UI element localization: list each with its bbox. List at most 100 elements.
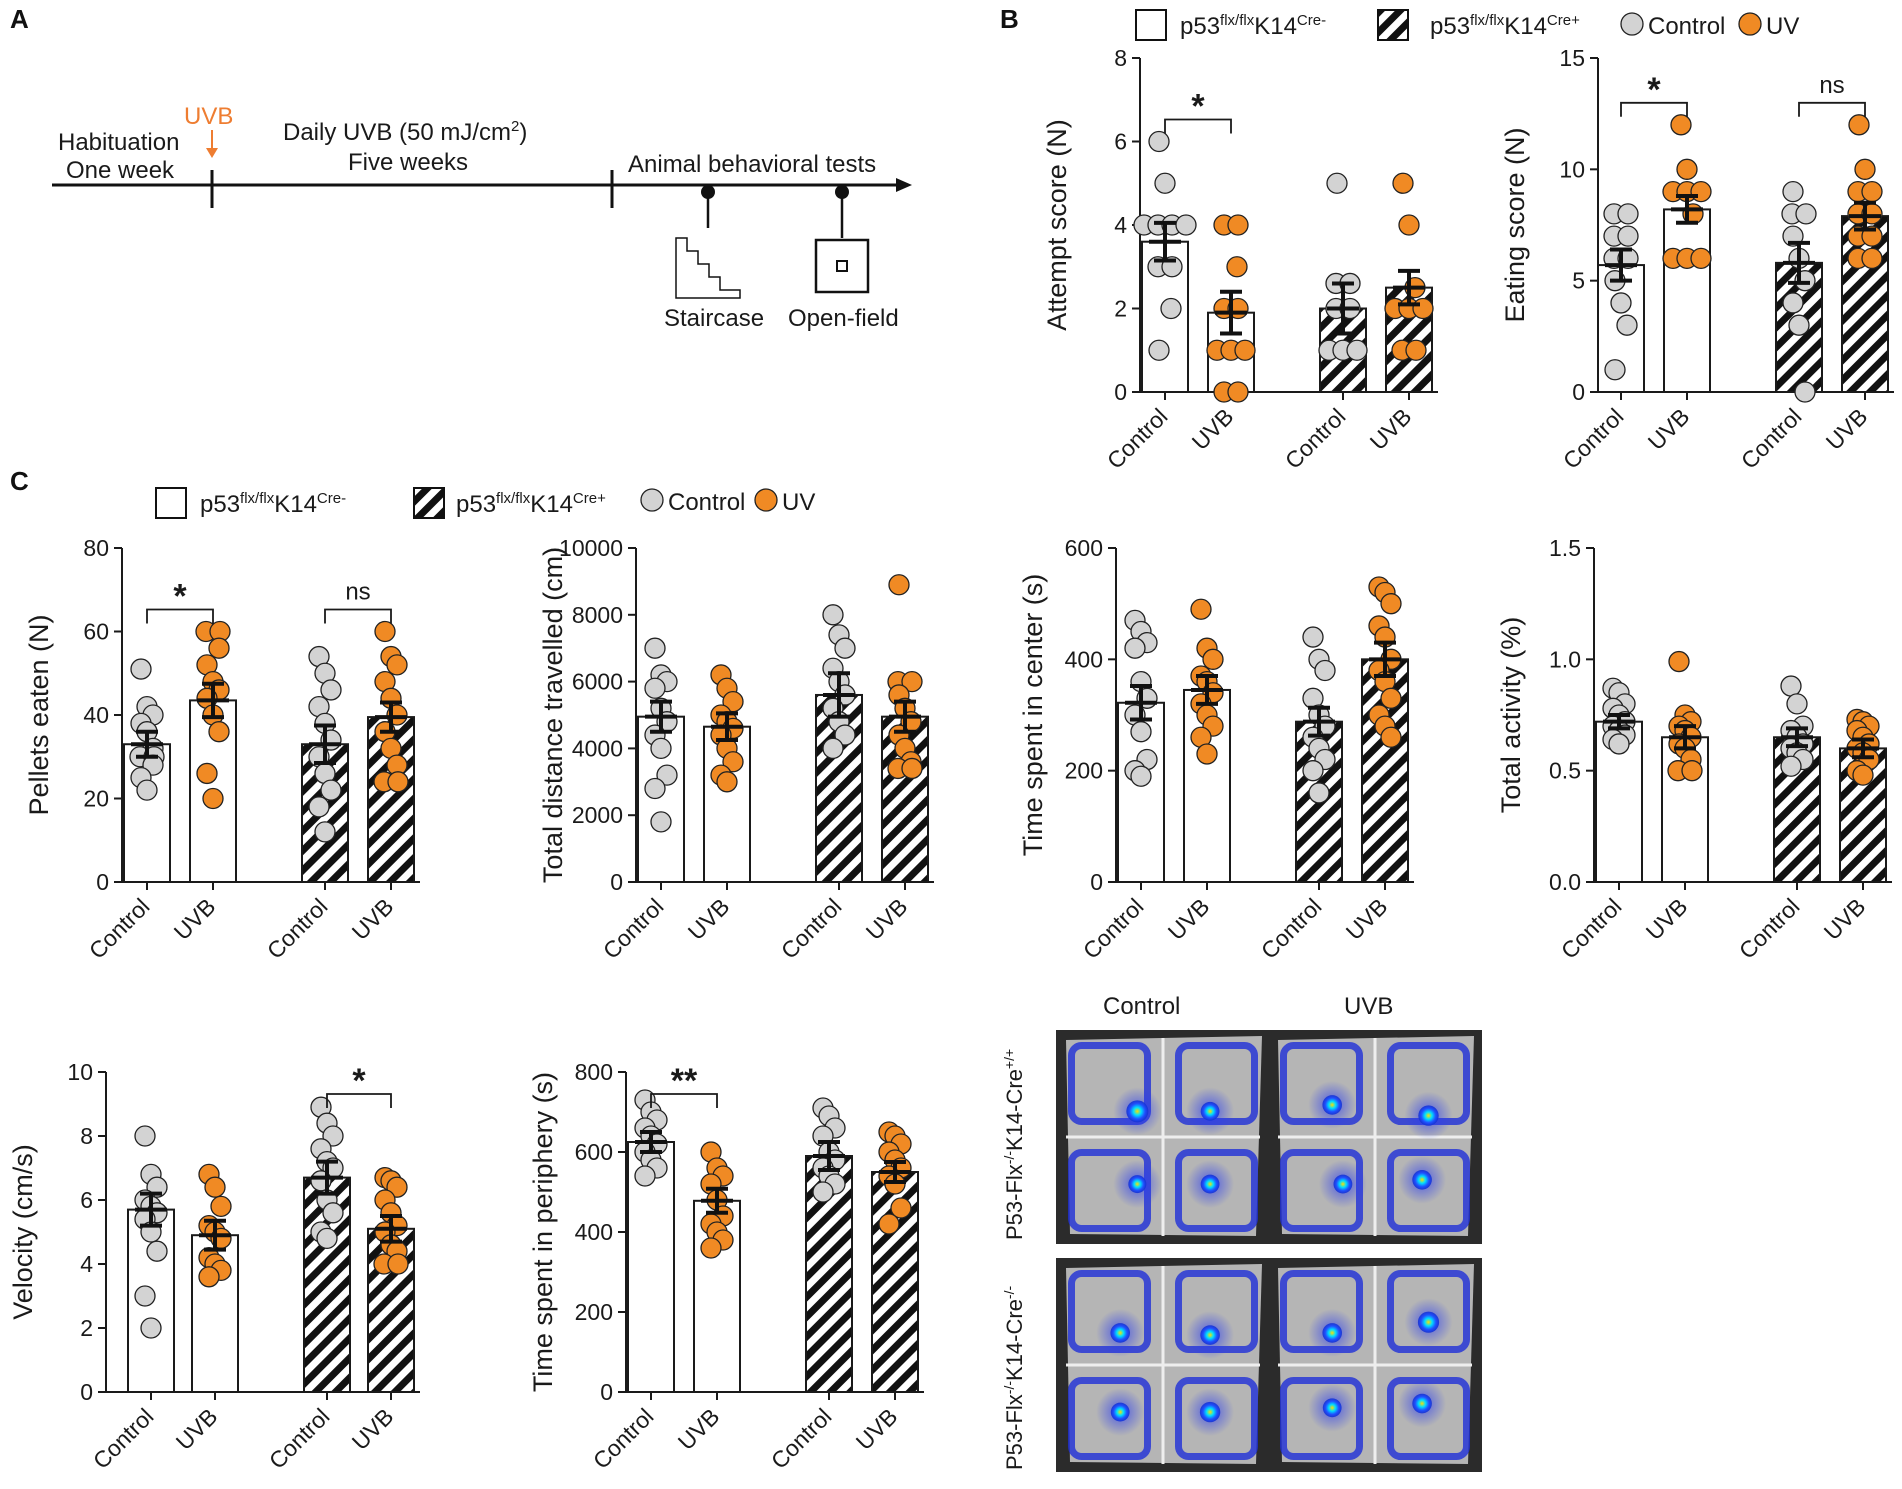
heatmap-hotspot: [1412, 1393, 1432, 1414]
daily-uvb-label: Daily UVB (50 mJ/cm2): [283, 118, 527, 146]
y-tick-label: 6: [80, 1187, 93, 1213]
y-tick-label: 10: [67, 1059, 93, 1085]
legend-b-g1-sup2: Cre-: [1297, 12, 1326, 29]
heatmap-panel: Control UVB P53-Flx-/-K14-Cre+/+ P53-Flx…: [1001, 993, 1482, 1472]
significance-bracket: [1620, 101, 1688, 117]
data-point: [1392, 172, 1414, 194]
open-field-icon: [814, 238, 870, 294]
x-category-label: Control: [1256, 893, 1327, 964]
legend-c-g1-main: p53: [200, 491, 240, 518]
data-point: [644, 637, 666, 659]
significance-label: **: [671, 1062, 698, 1100]
y-axis-label: Time spent in center (s): [1018, 574, 1048, 857]
data-point: [314, 821, 336, 843]
data-point: [1788, 314, 1810, 336]
heatmap-row2-mid: K14-Cre: [1002, 1299, 1027, 1381]
y-tick-label: 600: [575, 1139, 613, 1165]
legend-c-cre-neg-swatch: [155, 487, 187, 519]
heatmap-track: [1175, 1377, 1258, 1460]
habituation-label: Habituation: [58, 129, 179, 156]
data-point: [1782, 180, 1804, 203]
heatmap-hotspot: [1126, 1100, 1149, 1123]
data-point: [650, 811, 672, 833]
data-point: [1154, 172, 1176, 194]
y-tick-label: 0.0: [1549, 869, 1581, 895]
x-category-label: Control: [598, 893, 669, 964]
y-tick-label: 5: [1572, 268, 1585, 294]
data-point: [210, 1195, 232, 1218]
x-category-label: UVB: [169, 893, 221, 945]
x-category-label: UVB: [683, 893, 735, 945]
data-point: [198, 1266, 220, 1288]
legend-b-uv-label: UV: [1766, 13, 1799, 40]
data-point: [722, 751, 744, 773]
legend-c-g2-sup: flx/flx: [496, 490, 531, 507]
y-tick-label: 40: [83, 702, 109, 728]
y-tick-label: 6000: [572, 669, 623, 695]
y-tick-label: 80: [83, 535, 109, 561]
x-category-label: UVB: [1643, 403, 1695, 455]
y-tick-label: 2: [1114, 296, 1127, 322]
data-point: [1227, 381, 1249, 403]
staircase-marker: [701, 185, 715, 199]
data-point: [1786, 693, 1808, 715]
legend-c-g1-mid: K14: [274, 491, 317, 518]
y-tick-label: 10: [1559, 156, 1585, 182]
x-category-label: UVB: [673, 1403, 725, 1455]
uvb-marker-arrowhead: [206, 148, 218, 158]
x-category-label: Control: [588, 1403, 659, 1474]
staircase-label: Staircase: [664, 305, 764, 332]
legend-c-g2-main: p53: [456, 491, 496, 518]
data-point: [1175, 214, 1197, 236]
data-point: [1380, 687, 1402, 709]
y-tick-label: 4: [1114, 212, 1127, 238]
data-point: [1617, 225, 1639, 247]
x-category-label: Control: [1734, 893, 1805, 964]
legend-b-g1-mid: K14: [1254, 13, 1297, 40]
legend-c-g2-mid: K14: [530, 491, 573, 518]
x-category-label: Control: [776, 893, 847, 964]
heatmap-row1-main: P53-Flx: [1002, 1164, 1027, 1240]
staircase-icon: [675, 237, 741, 299]
legend-b-g1-sup: flx/flx: [1220, 12, 1255, 29]
data-point: [1346, 339, 1368, 361]
data-point: [134, 1285, 156, 1307]
legend-b-cre-neg-swatch: [1135, 9, 1167, 41]
x-category-label: UVB: [1641, 893, 1693, 945]
data-point: [1610, 292, 1632, 314]
data-point: [901, 670, 923, 693]
heatmap-row2-sup2: -/-: [1001, 1286, 1017, 1300]
eating-score-chart: 0 5 10 15 Eating score (N) Control UVB Control U…: [1500, 45, 1894, 474]
legend-b-control-label: Control: [1648, 13, 1725, 40]
data-point: [634, 1165, 656, 1187]
y-tick-label: 0: [1090, 869, 1103, 895]
significance-label: *: [1191, 88, 1205, 126]
data-point: [822, 604, 844, 626]
heatmap-hotspot: [1412, 1170, 1432, 1190]
panel-c-letter: C: [10, 466, 29, 496]
data-point: [1308, 782, 1330, 804]
y-tick-label: 0: [600, 1379, 613, 1405]
data-point: [1676, 158, 1698, 180]
data-point: [834, 724, 856, 746]
data-point: [1124, 637, 1146, 659]
x-category-label: Control: [1736, 403, 1807, 474]
x-category-label: UVB: [1365, 403, 1417, 455]
data-point: [1405, 339, 1427, 361]
tests-label: Animal behavioral tests: [628, 151, 876, 178]
x-category-label: Control: [1102, 403, 1173, 474]
data-point: [1852, 764, 1874, 786]
data-point: [878, 1213, 900, 1235]
data-point: [1130, 721, 1152, 743]
data-point: [1670, 114, 1692, 136]
data-point: [1130, 765, 1152, 787]
open-field-label: Open-field: [788, 305, 899, 332]
heatmap-hotspot: [1128, 1175, 1147, 1194]
heatmap-track: [1387, 1270, 1470, 1353]
data-point: [208, 637, 230, 659]
data-point: [1848, 114, 1870, 136]
y-tick-label: 2000: [572, 802, 623, 828]
open-field-marker: [835, 185, 849, 199]
x-category-label: Control: [766, 1403, 837, 1474]
